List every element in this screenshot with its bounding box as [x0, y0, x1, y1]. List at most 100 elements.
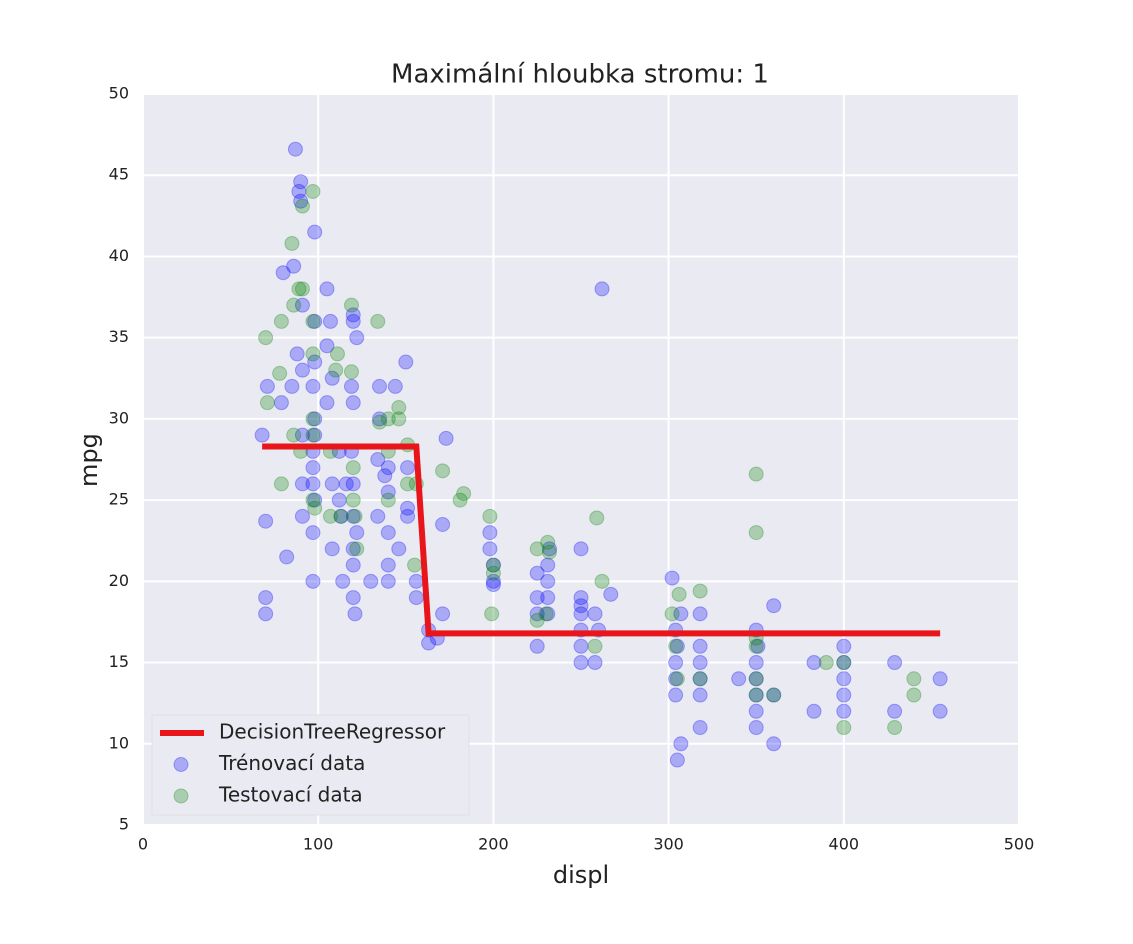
- data-point: [748, 525, 764, 541]
- data-point: [259, 395, 275, 411]
- data-point: [286, 258, 302, 274]
- data-point: [324, 541, 340, 557]
- plot-area: [143, 94, 1019, 825]
- data-point: [484, 606, 500, 622]
- data-point: [307, 411, 323, 427]
- data-point: [387, 378, 403, 394]
- data-point: [587, 606, 603, 622]
- data-point: [258, 590, 274, 606]
- data-point: [668, 655, 684, 671]
- data-point: [305, 346, 321, 362]
- data-point: [400, 508, 416, 524]
- data-point: [273, 395, 289, 411]
- y-tick-label: 35: [109, 327, 129, 346]
- data-point: [400, 460, 416, 476]
- data-point: [408, 590, 424, 606]
- data-point: [305, 476, 321, 492]
- data-point: [273, 313, 289, 329]
- data-point: [370, 452, 386, 467]
- data-point: [748, 671, 764, 687]
- legend: DecisionTreeRegressor Trénovací data Testo…: [151, 714, 470, 816]
- data-point: [307, 354, 323, 370]
- data-point: [338, 476, 354, 492]
- data-point: [748, 703, 764, 719]
- data-point: [529, 612, 545, 628]
- data-point: [906, 687, 922, 703]
- data-point: [766, 687, 782, 703]
- data-point: [343, 378, 359, 394]
- data-point: [748, 638, 764, 654]
- y-tick-label: 50: [109, 84, 129, 103]
- regression-line: [262, 443, 941, 637]
- data-point: [372, 411, 388, 427]
- data-point: [291, 281, 307, 297]
- data-point: [279, 549, 295, 565]
- data-point: [322, 313, 338, 329]
- data-point: [345, 460, 361, 476]
- y-tick-label: 5: [119, 815, 129, 834]
- data-point: [750, 638, 766, 654]
- data-point: [349, 525, 365, 541]
- data-point: [573, 590, 589, 606]
- legend-label: Trénovací data: [218, 751, 365, 775]
- data-point: [836, 655, 852, 671]
- data-point: [529, 565, 545, 581]
- data-point: [485, 577, 501, 593]
- legend-label: Testovací data: [218, 783, 363, 807]
- data-point: [391, 541, 407, 557]
- data-point: [587, 638, 603, 654]
- data-point: [456, 486, 472, 502]
- data-point: [540, 557, 556, 573]
- data-point: [331, 492, 347, 508]
- chart-title: Maximální hloubka stromu: 1: [391, 60, 769, 90]
- data-point: [294, 508, 310, 524]
- data-point: [692, 671, 708, 687]
- data-point: [669, 638, 685, 654]
- data-point: [538, 606, 554, 622]
- data-point: [307, 313, 323, 329]
- data-point: [345, 541, 361, 557]
- data-point: [529, 606, 545, 622]
- data-point: [324, 370, 340, 386]
- y-axis-label: mpg: [75, 433, 103, 487]
- data-point: [380, 573, 396, 589]
- data-point: [273, 476, 289, 492]
- data-point: [748, 687, 764, 703]
- data-point: [333, 508, 349, 524]
- data-point: [587, 655, 603, 671]
- data-point: [286, 427, 302, 443]
- data-point: [259, 378, 275, 394]
- data-point: [347, 508, 363, 524]
- data-point: [287, 141, 303, 157]
- data-point: [836, 687, 852, 703]
- legend-box: [151, 714, 470, 816]
- data-point: [294, 427, 310, 443]
- data-point: [380, 525, 396, 541]
- data-point: [748, 687, 764, 703]
- data-point: [731, 671, 747, 687]
- data-point: [541, 541, 557, 557]
- data-point: [307, 500, 323, 516]
- y-tick-label: 40: [109, 246, 129, 265]
- data-point: [398, 354, 414, 370]
- data-point: [541, 544, 557, 560]
- data-point: [669, 752, 685, 768]
- data-point: [748, 720, 764, 736]
- data-point: [272, 365, 288, 381]
- data-point: [319, 281, 335, 297]
- marks: [254, 141, 948, 768]
- data-point: [452, 492, 468, 508]
- data-point: [671, 586, 687, 602]
- data-point: [343, 297, 359, 313]
- data-point: [345, 508, 361, 524]
- data-point: [589, 510, 605, 526]
- data-point: [540, 590, 556, 606]
- data-point: [322, 508, 338, 524]
- data-point: [407, 557, 423, 573]
- data-point: [391, 400, 407, 416]
- data-point: [372, 378, 388, 394]
- data-point: [286, 297, 302, 313]
- data-point: [540, 573, 556, 589]
- data-point: [307, 492, 323, 508]
- data-point: [294, 198, 310, 214]
